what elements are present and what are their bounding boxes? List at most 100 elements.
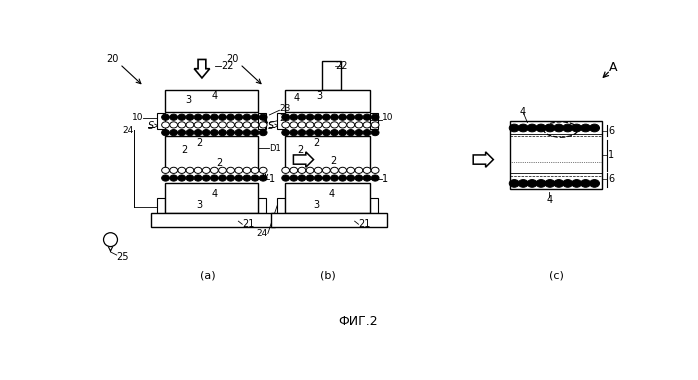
Text: 2: 2 bbox=[197, 138, 202, 147]
Text: 22: 22 bbox=[335, 62, 348, 71]
Ellipse shape bbox=[314, 130, 322, 136]
Polygon shape bbox=[473, 152, 493, 167]
Ellipse shape bbox=[218, 122, 226, 128]
Ellipse shape bbox=[298, 114, 306, 120]
Ellipse shape bbox=[170, 175, 177, 181]
Ellipse shape bbox=[363, 130, 371, 136]
Text: 25: 25 bbox=[117, 252, 129, 262]
Ellipse shape bbox=[235, 175, 243, 181]
Ellipse shape bbox=[527, 124, 537, 132]
Ellipse shape bbox=[259, 130, 267, 136]
Ellipse shape bbox=[218, 175, 226, 181]
Ellipse shape bbox=[371, 167, 379, 173]
Text: A: A bbox=[609, 61, 617, 74]
Ellipse shape bbox=[331, 122, 339, 128]
Ellipse shape bbox=[322, 167, 330, 173]
Text: 21: 21 bbox=[359, 219, 371, 229]
Ellipse shape bbox=[306, 122, 314, 128]
Ellipse shape bbox=[243, 122, 251, 128]
Ellipse shape bbox=[347, 130, 355, 136]
Ellipse shape bbox=[589, 180, 600, 187]
Bar bbox=[151, 214, 275, 227]
Ellipse shape bbox=[554, 180, 564, 187]
Text: 4: 4 bbox=[212, 189, 218, 199]
Ellipse shape bbox=[259, 122, 267, 128]
Ellipse shape bbox=[211, 130, 218, 136]
Bar bbox=[165, 136, 258, 170]
Ellipse shape bbox=[243, 114, 251, 120]
Ellipse shape bbox=[282, 130, 290, 136]
Ellipse shape bbox=[355, 114, 363, 120]
Ellipse shape bbox=[298, 130, 306, 136]
Ellipse shape bbox=[251, 175, 259, 181]
Ellipse shape bbox=[290, 130, 297, 136]
Text: (c): (c) bbox=[549, 270, 563, 280]
Text: 24: 24 bbox=[123, 126, 134, 135]
Text: 4: 4 bbox=[212, 91, 218, 101]
Ellipse shape bbox=[322, 175, 330, 181]
Ellipse shape bbox=[227, 167, 235, 173]
Ellipse shape bbox=[355, 167, 363, 173]
Ellipse shape bbox=[536, 180, 546, 187]
Bar bbox=[258, 113, 265, 129]
Text: 20: 20 bbox=[106, 54, 118, 65]
Ellipse shape bbox=[178, 167, 186, 173]
Ellipse shape bbox=[306, 114, 314, 120]
Ellipse shape bbox=[339, 167, 346, 173]
Text: P: P bbox=[107, 234, 114, 245]
Ellipse shape bbox=[211, 122, 218, 128]
Text: 10: 10 bbox=[131, 114, 143, 122]
Ellipse shape bbox=[170, 114, 177, 120]
Ellipse shape bbox=[331, 167, 339, 173]
Bar bbox=[258, 198, 265, 214]
Text: 3: 3 bbox=[317, 91, 322, 101]
Ellipse shape bbox=[211, 175, 218, 181]
FancyArrowPatch shape bbox=[373, 118, 377, 122]
Ellipse shape bbox=[290, 122, 297, 128]
Ellipse shape bbox=[178, 114, 186, 120]
Ellipse shape bbox=[218, 114, 226, 120]
Text: 1: 1 bbox=[608, 150, 614, 160]
Text: 23: 23 bbox=[279, 104, 291, 113]
Text: 6: 6 bbox=[608, 126, 614, 136]
Text: 10: 10 bbox=[382, 114, 393, 122]
Ellipse shape bbox=[282, 167, 290, 173]
Polygon shape bbox=[194, 59, 209, 78]
Ellipse shape bbox=[202, 167, 210, 173]
Ellipse shape bbox=[563, 124, 573, 132]
Text: S: S bbox=[148, 121, 154, 131]
Ellipse shape bbox=[162, 167, 170, 173]
Ellipse shape bbox=[227, 175, 235, 181]
Ellipse shape bbox=[243, 175, 251, 181]
Ellipse shape bbox=[282, 122, 290, 128]
Text: 1: 1 bbox=[382, 174, 388, 184]
Ellipse shape bbox=[259, 175, 267, 181]
Ellipse shape bbox=[518, 180, 528, 187]
Ellipse shape bbox=[178, 122, 186, 128]
Ellipse shape bbox=[186, 167, 194, 173]
Text: 24: 24 bbox=[257, 229, 268, 238]
Ellipse shape bbox=[211, 114, 218, 120]
Ellipse shape bbox=[510, 124, 519, 132]
Ellipse shape bbox=[259, 114, 267, 120]
Ellipse shape bbox=[339, 175, 346, 181]
Text: 2: 2 bbox=[181, 144, 187, 155]
Bar bbox=[322, 61, 341, 90]
Ellipse shape bbox=[355, 122, 363, 128]
Ellipse shape bbox=[581, 180, 591, 187]
Ellipse shape bbox=[235, 114, 243, 120]
Ellipse shape bbox=[331, 175, 339, 181]
Ellipse shape bbox=[290, 175, 297, 181]
Ellipse shape bbox=[162, 122, 170, 128]
Ellipse shape bbox=[235, 167, 243, 173]
Ellipse shape bbox=[194, 122, 202, 128]
Ellipse shape bbox=[322, 122, 330, 128]
Ellipse shape bbox=[331, 114, 339, 120]
Text: (a): (a) bbox=[200, 270, 215, 280]
Ellipse shape bbox=[218, 130, 226, 136]
Bar bbox=[277, 198, 285, 214]
Polygon shape bbox=[293, 152, 313, 167]
Ellipse shape bbox=[243, 130, 251, 136]
Ellipse shape bbox=[581, 124, 591, 132]
Ellipse shape bbox=[178, 130, 186, 136]
